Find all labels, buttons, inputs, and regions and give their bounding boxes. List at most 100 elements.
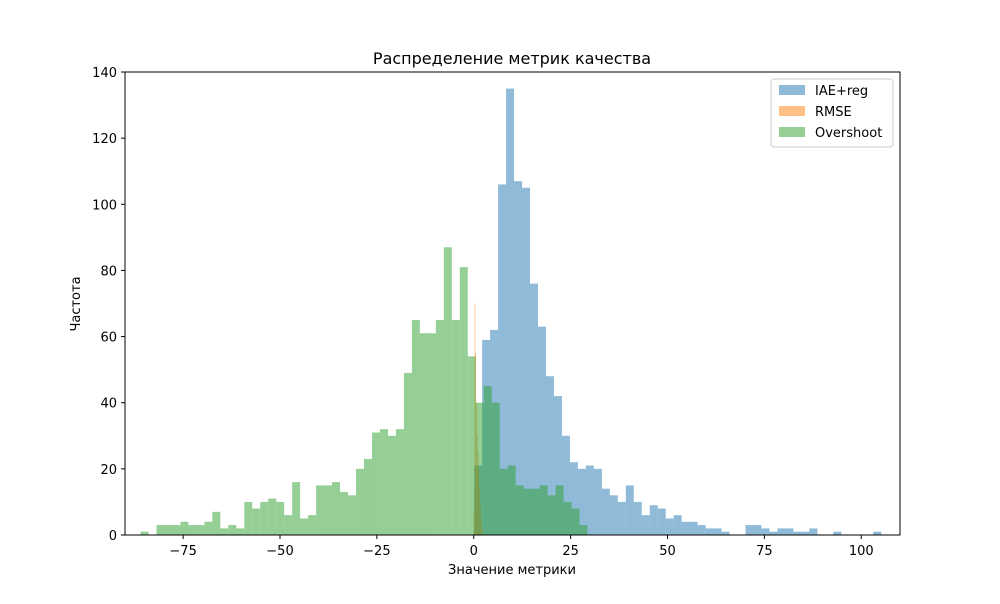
histogram-bar [681, 521, 690, 535]
histogram-bar [801, 531, 810, 535]
histogram-bar [308, 515, 317, 535]
histogram-bar [276, 501, 285, 535]
histogram-bar [348, 495, 357, 535]
histogram-bar [196, 525, 205, 535]
histogram-bar [236, 528, 245, 535]
legend-label: Overshoot [815, 126, 882, 141]
histogram-bar [579, 525, 588, 535]
histogram-bar [609, 495, 618, 535]
series-iae-reg [474, 88, 882, 535]
histogram-bar [498, 184, 507, 535]
histogram-bar [292, 482, 301, 535]
histogram-bar [809, 528, 818, 535]
histogram-bar [491, 402, 500, 535]
histogram-bar [371, 432, 380, 535]
y-tick-label: 20 [100, 463, 117, 478]
histogram-bar [577, 468, 586, 535]
histogram-bar [689, 521, 698, 535]
bars-layer [140, 88, 882, 535]
histogram-bar [539, 485, 548, 535]
histogram-bar [625, 485, 634, 535]
legend-swatch [779, 106, 805, 116]
x-tick-label: −50 [266, 544, 293, 559]
histogram-bar [561, 435, 570, 535]
x-tick-label: −25 [363, 544, 390, 559]
histogram-bar [547, 495, 556, 535]
histogram-bar [340, 492, 349, 535]
y-tick-label: 100 [92, 198, 117, 213]
series-overshoot [140, 247, 588, 535]
histogram-bar [649, 505, 658, 535]
histogram-bar [316, 485, 325, 535]
histogram-bar [411, 320, 420, 535]
histogram-bar [435, 320, 444, 535]
legend-label: IAE+reg [815, 84, 868, 99]
histogram-bar [761, 528, 770, 535]
histogram-bar [531, 488, 540, 535]
x-tick-label: −75 [169, 544, 196, 559]
y-axis-label: Частота [69, 276, 84, 331]
y-tick-label: 80 [100, 264, 117, 279]
y-tick-label: 140 [92, 66, 117, 81]
legend-label: RMSE [815, 105, 852, 120]
histogram-bar [324, 485, 333, 535]
histogram-bar [252, 508, 261, 535]
legend-swatch [779, 85, 805, 95]
histogram-bar [188, 525, 197, 535]
histogram-bar [769, 531, 778, 535]
histogram-bar [379, 429, 388, 535]
histogram-bar [555, 485, 564, 535]
histogram-bar [395, 429, 404, 535]
x-axis-label: Значение метрики [448, 563, 576, 578]
histogram-bar [514, 181, 523, 535]
y-tick-label: 40 [100, 397, 117, 412]
histogram-bar [873, 531, 882, 535]
histogram-bar [721, 531, 730, 535]
histogram-bar [593, 468, 602, 535]
histogram-bar [244, 501, 253, 535]
histogram-bar [403, 372, 412, 535]
plot-frame [124, 71, 901, 536]
x-tick-label: 50 [659, 544, 676, 559]
y-tick-label: 120 [92, 132, 117, 147]
histogram-bar [713, 528, 722, 535]
histogram-bar [657, 508, 666, 535]
histogram-bar [633, 501, 642, 535]
histogram-bar [507, 465, 516, 535]
histogram-bar [204, 521, 213, 535]
histogram-bar [228, 525, 237, 535]
histogram-bar [563, 501, 572, 535]
histogram-bar [833, 531, 842, 535]
histogram-bar [522, 187, 531, 535]
histogram-bar [530, 283, 538, 535]
axes-layer: −75 −50 −25 0 25 50 75 100 0 20 40 60 80 100 120 140 [92, 66, 901, 559]
histogram-bar [164, 525, 173, 535]
chart-title: Распределение метрик качества [373, 49, 651, 68]
histogram-bar [673, 515, 682, 535]
histogram-bar [419, 333, 428, 535]
histogram-bar [356, 468, 365, 535]
histogram-bar [506, 88, 515, 535]
histogram-bar [753, 525, 762, 535]
histogram-bar [793, 531, 802, 535]
x-tick-label: 25 [562, 544, 579, 559]
histogram-bar [515, 485, 524, 535]
histogram-bar [467, 356, 476, 535]
legend-swatch [779, 127, 805, 137]
histogram-bar [785, 528, 794, 535]
histogram-bar [364, 458, 372, 535]
y-tick-label: 0 [109, 529, 117, 544]
histogram-bar [300, 518, 309, 535]
histogram-bar [499, 468, 508, 535]
histogram-bar [172, 525, 181, 535]
histogram-bar [220, 528, 229, 535]
x-tick-label: 75 [756, 544, 773, 559]
histogram-bar [777, 528, 786, 535]
histogram-bar [641, 515, 650, 535]
histogram-bar [697, 525, 706, 535]
x-tick-label: 0 [470, 544, 478, 559]
histogram-bar [571, 508, 580, 535]
histogram-bar [443, 247, 452, 535]
histogram-bar [523, 488, 532, 535]
